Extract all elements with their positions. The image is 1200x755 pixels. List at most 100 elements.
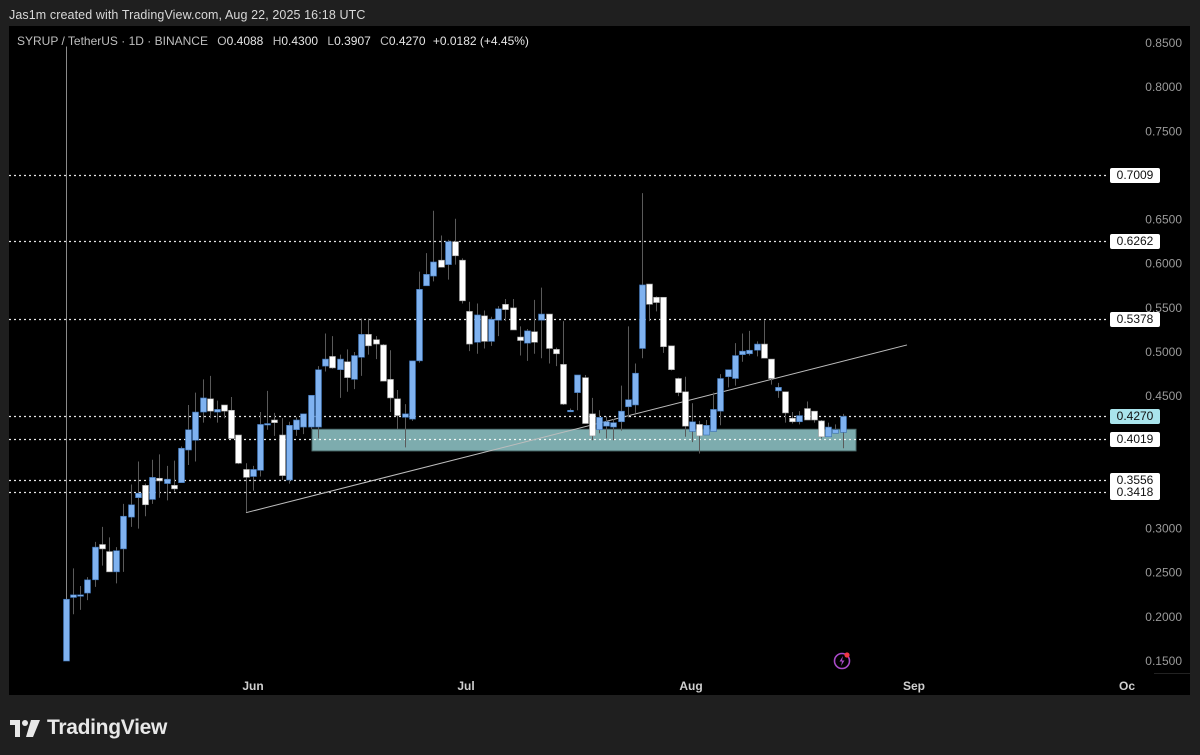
symbol-description: SYRUP / TetherUS · 1D · BINANCE — [17, 34, 208, 48]
candle-body — [99, 544, 106, 550]
time-tick: Oc — [1119, 679, 1135, 693]
time-axis[interactable]: Jun Jul Aug Sep Oc — [242, 679, 1135, 693]
candle-body — [192, 411, 199, 441]
candle-body — [70, 594, 77, 598]
candle-body — [228, 409, 235, 439]
candle-body — [632, 372, 639, 406]
candle-body — [682, 391, 689, 427]
candle-body — [610, 422, 617, 428]
candle-body — [308, 394, 315, 428]
candle-body — [560, 364, 567, 405]
low-key: L — [327, 34, 335, 48]
candle-body — [832, 429, 839, 434]
time-tick: Jun — [242, 679, 263, 693]
close-key: C — [380, 34, 389, 48]
candle-body — [156, 477, 163, 482]
candle-body — [264, 423, 271, 426]
candle-body — [653, 296, 660, 303]
candle-body — [538, 313, 545, 321]
candle-body — [185, 429, 192, 451]
candle-body — [92, 546, 99, 581]
candle-body — [510, 307, 517, 331]
candle-body — [423, 274, 430, 287]
high-key: H — [272, 34, 282, 48]
symbol-legend: SYRUP / TetherUS · 1D · BINANCE O0.4088 … — [17, 34, 529, 48]
open-key: O — [217, 34, 227, 48]
candle-body — [725, 369, 732, 378]
candle-body — [596, 417, 603, 431]
candle-body — [524, 330, 531, 344]
candle-body — [481, 315, 488, 342]
candle-body — [337, 358, 344, 370]
candle-body — [459, 259, 466, 302]
candle-body — [164, 478, 171, 484]
candle-body — [782, 391, 789, 414]
candle-body — [438, 259, 445, 268]
candle-body — [840, 416, 847, 433]
candle-body — [668, 345, 675, 370]
candle-body — [746, 349, 753, 355]
chart-frame[interactable] — [9, 26, 1190, 695]
candle-body — [703, 424, 710, 436]
candle-body — [178, 447, 185, 483]
trendline[interactable] — [245, 344, 908, 514]
candle-body — [488, 319, 495, 342]
candle-body — [804, 408, 811, 421]
candle-body — [660, 296, 667, 348]
price-tick: 0.2500 — [1145, 566, 1182, 580]
candle-body — [279, 434, 286, 476]
candle-body — [128, 504, 135, 518]
price-tick: 0.8500 — [1145, 36, 1182, 50]
candle-body — [710, 409, 717, 432]
candles — [63, 46, 847, 662]
candle-body — [286, 424, 293, 481]
candle-body — [517, 336, 524, 341]
candle-body — [445, 241, 452, 265]
price-tick: 0.8000 — [1145, 80, 1182, 94]
candle-body — [452, 241, 459, 257]
candle-body — [207, 398, 214, 412]
candle-body — [214, 409, 221, 413]
candle-body — [574, 374, 581, 393]
time-tick: Jul — [457, 679, 474, 693]
candle-body — [106, 551, 113, 573]
candle-body — [416, 289, 423, 362]
price-axis[interactable]: 0.8500 0.8000 0.7500 0.6500 0.6000 0.5500 0.50… — [1145, 36, 1190, 674]
candle-body — [768, 358, 775, 379]
candle-body — [553, 349, 560, 355]
level-price-tag: 0.3556 — [1110, 473, 1160, 488]
candle-body — [394, 398, 401, 416]
candle-body — [789, 417, 796, 423]
level-price-tag: 0.3418 — [1110, 485, 1160, 500]
candle-body — [646, 283, 653, 305]
candle-body — [761, 343, 768, 359]
candle-body — [200, 397, 207, 413]
candle-body — [717, 378, 724, 412]
time-tick: Aug — [679, 679, 702, 693]
candle-body — [322, 358, 329, 367]
candle-body — [689, 421, 696, 432]
lightning-alert-icon[interactable] — [832, 650, 852, 670]
close-value: 0.4270 — [388, 34, 426, 48]
candle-body — [739, 350, 746, 355]
tradingview-brand[interactable]: TradingView — [10, 716, 167, 740]
candle-body — [149, 477, 156, 500]
candle-body — [380, 344, 387, 382]
candle-body — [754, 343, 761, 351]
candle-body — [271, 419, 278, 423]
change-value: +0.0182 (+4.45%) — [432, 34, 529, 48]
brand-name: TradingView — [47, 716, 168, 739]
candle-body — [77, 594, 84, 597]
candle-body — [250, 469, 257, 477]
current-price-tag: 0.4270 — [1110, 409, 1160, 424]
candle-body — [466, 311, 473, 345]
trendline-line — [245, 344, 908, 514]
candle-body — [142, 485, 149, 506]
candle-body — [567, 409, 574, 413]
candle-body — [502, 304, 509, 310]
high-value: 0.4300 — [281, 34, 319, 48]
candle-body — [387, 379, 394, 399]
level-price-tag: 0.6262 — [1110, 234, 1160, 249]
candle-body — [430, 261, 437, 277]
